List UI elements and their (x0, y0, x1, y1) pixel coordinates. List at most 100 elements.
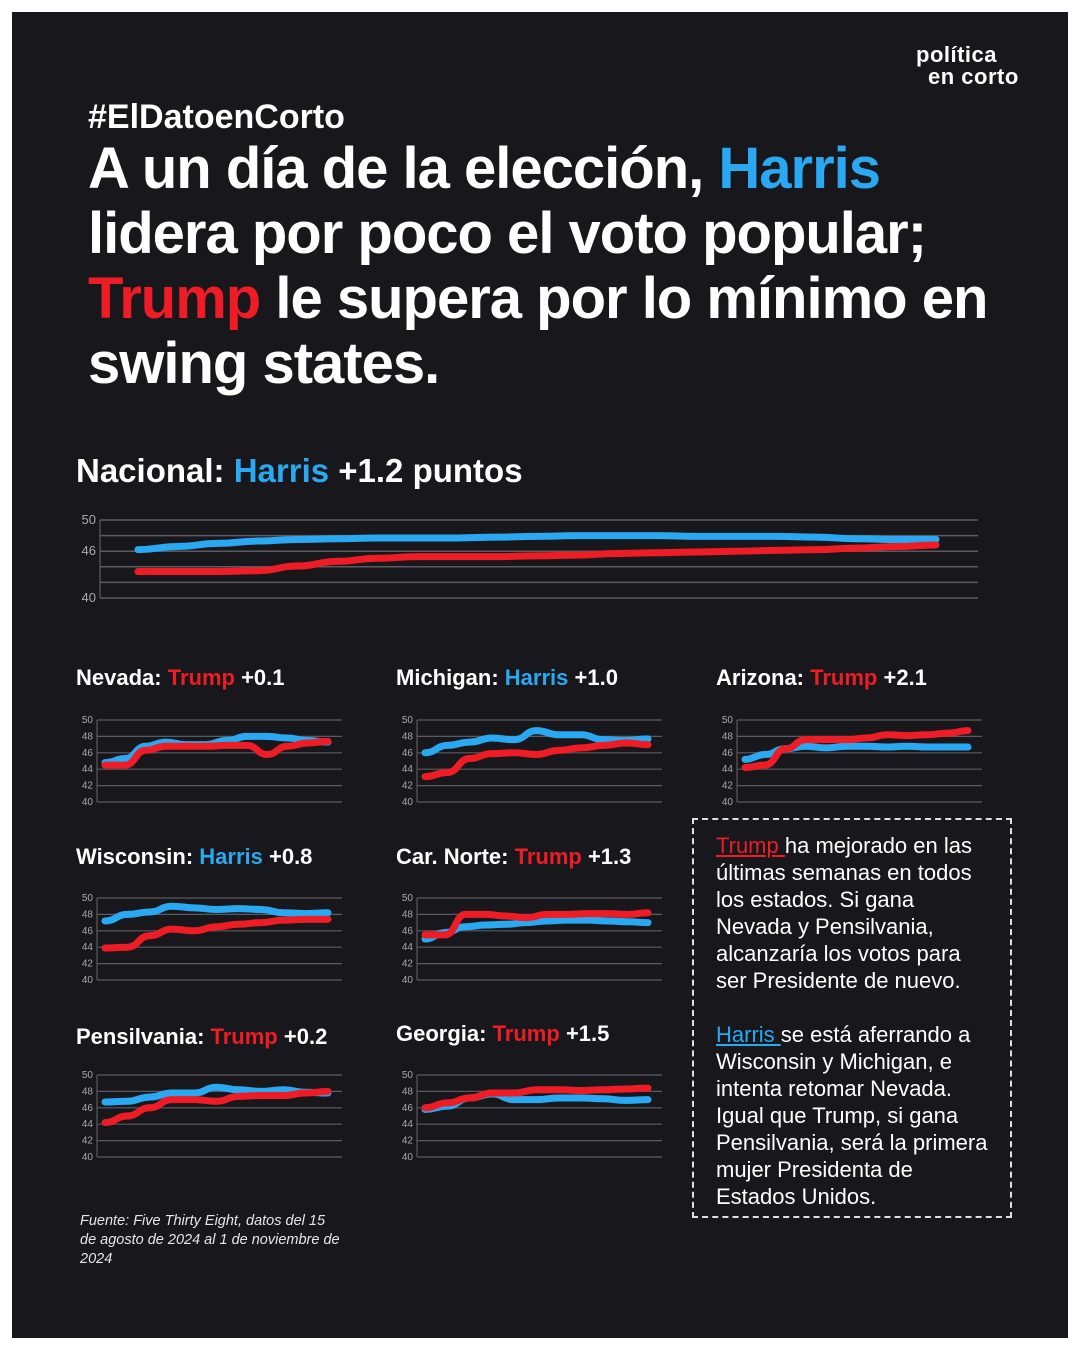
series-line-harris (101, 1083, 332, 1106)
series-line-trump (101, 915, 332, 952)
note-paragraph-trump: Trump ha mejorado en las últimas semanas… (716, 832, 996, 994)
y-tick-label: 48 (82, 1086, 94, 1097)
series-line-trump (421, 909, 652, 939)
headline-part-5: le supera por lo mínimo en swing states. (88, 266, 988, 396)
chart-nevada: 50 48 46 44 42 40 (82, 715, 342, 808)
y-tick-label: 50 (722, 715, 734, 726)
region-label: Wisconsin: (76, 844, 200, 869)
y-tick-label: 40 (82, 1152, 94, 1163)
series-line-trump (134, 541, 940, 575)
y-tick-label: 50 (402, 893, 414, 904)
headline-part-3: lidera por poco el voto popular; (88, 201, 927, 266)
note-trump-text: ha mejorado en las últimas semanas en to… (716, 833, 972, 993)
note-harris-name: Harris (716, 1022, 781, 1047)
headline-trump: Trump (88, 266, 261, 331)
series-line-harris (421, 727, 652, 757)
y-tick-label: 44 (82, 942, 94, 953)
y-tick-label: 50 (82, 512, 96, 527)
series-line-harris (134, 532, 940, 554)
y-tick-label: 42 (402, 1136, 414, 1147)
infographic-card (12, 12, 1068, 1338)
y-tick-label: 46 (402, 1103, 414, 1114)
chart-title-nevada: Nevada: Trump +0.1 (76, 665, 285, 691)
series-line-trump (101, 1087, 332, 1127)
chart-title-georgia: Georgia: Trump +1.5 (396, 1021, 609, 1047)
y-tick-label: 40 (82, 975, 94, 986)
brand-logo: política en corto (916, 44, 1019, 88)
y-tick-label: 42 (722, 781, 734, 792)
y-tick-label: 44 (402, 942, 414, 953)
note-trump-name: Trump (716, 833, 785, 858)
y-tick-label: 50 (402, 1070, 414, 1081)
region-label: Georgia: (396, 1021, 493, 1046)
leader-label: Trump (210, 1024, 278, 1049)
y-tick-label: 46 (402, 926, 414, 937)
brand-line-1: política (916, 42, 998, 67)
y-tick-label: 44 (722, 764, 734, 775)
y-tick-label: 48 (82, 731, 94, 742)
y-tick-label: 40 (82, 797, 94, 808)
y-tick-label: 46 (82, 1103, 94, 1114)
series-line-trump (421, 739, 652, 781)
chart-arizona: 50 48 46 44 42 40 (722, 715, 982, 808)
y-tick-label: 44 (402, 764, 414, 775)
leader-label: Harris (199, 844, 263, 869)
y-tick-label: 40 (402, 975, 414, 986)
y-tick-label: 50 (82, 715, 94, 726)
region-label: Michigan: (396, 665, 505, 690)
chart-title-michigan: Michigan: Harris +1.0 (396, 665, 618, 691)
y-tick-label: 46 (402, 748, 414, 759)
leader-label: Trump (167, 665, 235, 690)
y-tick-label: 46 (82, 926, 94, 937)
leader-label: Trump (810, 665, 878, 690)
region-label: Nevada: (76, 665, 168, 690)
y-tick-label: 44 (82, 1119, 94, 1130)
leader-label: Trump (514, 844, 582, 869)
leader-label: Harris (233, 452, 330, 489)
y-tick-label: 48 (402, 1086, 414, 1097)
margin-label: +0.8 (268, 844, 313, 869)
y-tick-label: 40 (402, 797, 414, 808)
margin-label: +1.2 puntos (338, 452, 523, 489)
y-tick-label: 46 (82, 748, 94, 759)
series-line-trump (741, 727, 972, 772)
chart-wisconsin: 50 48 46 44 42 40 (82, 893, 342, 986)
chart-pensilvania: 50 48 46 44 42 40 (82, 1070, 342, 1163)
y-tick-label: 42 (82, 1136, 94, 1147)
y-tick-label: 44 (82, 764, 94, 775)
y-tick-label: 40 (722, 797, 734, 808)
leader-label: Trump (492, 1021, 560, 1046)
chart-title-arizona: Arizona: Trump +2.1 (716, 665, 927, 691)
y-tick-label: 42 (82, 959, 94, 970)
y-tick-label: 42 (402, 959, 414, 970)
margin-label: +1.3 (587, 844, 632, 869)
y-tick-label: 46 (82, 543, 96, 558)
chart-title-pensilvania: Pensilvania: Trump +0.2 (76, 1024, 327, 1050)
y-tick-label: 50 (82, 893, 94, 904)
region-label: Car. Norte: (396, 844, 515, 869)
chart-title-wisconsin: Wisconsin: Harris +0.8 (76, 844, 312, 870)
y-tick-label: 42 (402, 781, 414, 792)
margin-label: +1.0 (574, 665, 618, 690)
chart-title-carnorte: Car. Norte: Trump +1.3 (396, 844, 631, 870)
region-label: Nacional: (76, 452, 234, 489)
y-tick-label: 48 (402, 909, 414, 920)
y-tick-label: 40 (82, 590, 96, 605)
margin-label: +1.5 (565, 1021, 610, 1046)
chart-nacional: 50 46 40 (82, 512, 978, 605)
y-tick-label: 50 (402, 715, 414, 726)
margin-label: +0.2 (283, 1024, 328, 1049)
y-tick-label: 48 (402, 731, 414, 742)
margin-label: +2.1 (883, 665, 927, 690)
note-paragraph-harris: Harris se está aferrando a Wisconsin y M… (716, 1021, 996, 1210)
source-note: Fuente: Five Thirty Eight, datos del 15 … (80, 1213, 340, 1267)
y-tick-label: 46 (722, 748, 734, 759)
leader-label: Harris (504, 665, 569, 690)
chart-carnorte: 50 48 46 44 42 40 (402, 893, 662, 986)
y-tick-label: 40 (402, 1152, 414, 1163)
y-tick-label: 42 (82, 781, 94, 792)
headline-part-1: A un día de la elección, (88, 136, 719, 201)
series-line-trump (101, 737, 332, 769)
series-line-trump (421, 1084, 652, 1112)
series-line-harris (421, 916, 652, 943)
